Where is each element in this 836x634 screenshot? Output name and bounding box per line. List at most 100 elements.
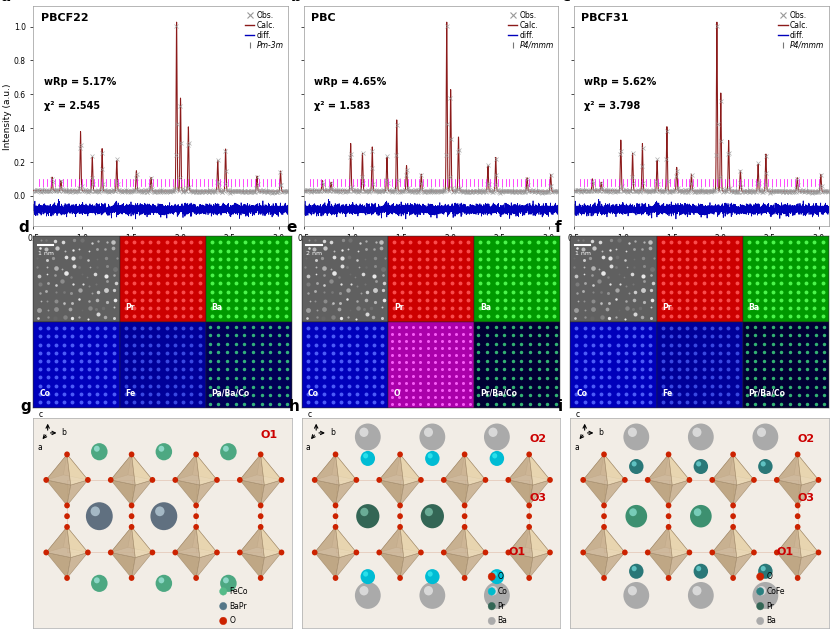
Polygon shape bbox=[131, 552, 152, 578]
Text: Ba: Ba bbox=[747, 303, 759, 312]
Circle shape bbox=[526, 514, 532, 519]
Text: PBCF31: PBCF31 bbox=[581, 13, 628, 23]
Circle shape bbox=[312, 550, 317, 555]
Polygon shape bbox=[728, 455, 753, 480]
Circle shape bbox=[526, 575, 532, 581]
Polygon shape bbox=[400, 455, 421, 485]
Polygon shape bbox=[379, 527, 400, 552]
Circle shape bbox=[691, 427, 701, 437]
Bar bbox=[742, 322, 828, 408]
Polygon shape bbox=[379, 552, 403, 578]
Circle shape bbox=[756, 602, 763, 610]
Polygon shape bbox=[776, 455, 797, 480]
Polygon shape bbox=[464, 455, 485, 485]
Polygon shape bbox=[240, 527, 260, 552]
Circle shape bbox=[397, 451, 402, 457]
Circle shape bbox=[687, 424, 713, 450]
Circle shape bbox=[756, 586, 765, 595]
Circle shape bbox=[158, 446, 164, 452]
Circle shape bbox=[488, 427, 497, 437]
Legend: Obs., Calc., diff., P4/mmm: Obs., Calc., diff., P4/mmm bbox=[777, 10, 823, 51]
Polygon shape bbox=[110, 455, 131, 480]
Circle shape bbox=[441, 550, 446, 555]
Circle shape bbox=[729, 524, 735, 530]
Polygon shape bbox=[583, 552, 607, 578]
Polygon shape bbox=[464, 527, 485, 557]
Circle shape bbox=[397, 524, 402, 530]
Circle shape bbox=[91, 575, 108, 592]
Circle shape bbox=[129, 503, 135, 508]
Bar bbox=[206, 236, 291, 322]
Polygon shape bbox=[776, 455, 800, 485]
Circle shape bbox=[689, 505, 711, 527]
Text: O: O bbox=[765, 572, 771, 581]
Polygon shape bbox=[797, 480, 818, 505]
Polygon shape bbox=[604, 455, 624, 485]
Circle shape bbox=[219, 617, 227, 624]
Text: Pr: Pr bbox=[497, 602, 505, 611]
Circle shape bbox=[483, 424, 509, 450]
Polygon shape bbox=[46, 455, 67, 480]
Polygon shape bbox=[396, 455, 421, 480]
Circle shape bbox=[644, 477, 650, 483]
Circle shape bbox=[600, 451, 606, 457]
Polygon shape bbox=[314, 527, 339, 557]
Polygon shape bbox=[668, 552, 689, 578]
Polygon shape bbox=[711, 527, 732, 552]
Text: O: O bbox=[394, 389, 400, 398]
Circle shape bbox=[193, 524, 199, 530]
Polygon shape bbox=[175, 455, 196, 480]
Circle shape bbox=[757, 459, 772, 474]
Circle shape bbox=[363, 571, 368, 577]
Circle shape bbox=[419, 582, 445, 609]
Polygon shape bbox=[776, 527, 800, 557]
Bar bbox=[473, 322, 559, 408]
Circle shape bbox=[815, 550, 820, 555]
Polygon shape bbox=[443, 480, 467, 505]
Text: χ² = 2.545: χ² = 2.545 bbox=[43, 101, 99, 111]
Circle shape bbox=[278, 550, 284, 555]
Circle shape bbox=[693, 459, 707, 474]
Circle shape bbox=[150, 502, 177, 530]
Circle shape bbox=[150, 477, 155, 483]
Circle shape bbox=[505, 550, 511, 555]
Circle shape bbox=[756, 588, 763, 595]
Polygon shape bbox=[461, 527, 485, 552]
Text: Co: Co bbox=[576, 389, 587, 398]
Circle shape bbox=[158, 578, 164, 583]
Polygon shape bbox=[379, 480, 403, 505]
Circle shape bbox=[815, 477, 820, 483]
Text: d: d bbox=[18, 219, 28, 235]
Text: Ba: Ba bbox=[497, 616, 507, 626]
Text: Pr: Pr bbox=[394, 303, 403, 312]
Polygon shape bbox=[443, 455, 464, 480]
Circle shape bbox=[600, 575, 606, 581]
Circle shape bbox=[172, 550, 178, 555]
Circle shape bbox=[418, 477, 423, 483]
Circle shape bbox=[219, 602, 227, 610]
Polygon shape bbox=[647, 480, 671, 505]
Circle shape bbox=[332, 451, 338, 457]
Circle shape bbox=[492, 571, 497, 577]
Polygon shape bbox=[583, 527, 607, 557]
Circle shape bbox=[419, 424, 445, 450]
Circle shape bbox=[64, 503, 69, 508]
Circle shape bbox=[489, 569, 503, 584]
Text: O2: O2 bbox=[797, 434, 813, 444]
Circle shape bbox=[756, 427, 765, 437]
Circle shape bbox=[600, 503, 606, 508]
Polygon shape bbox=[314, 455, 335, 480]
Circle shape bbox=[627, 586, 636, 595]
Circle shape bbox=[693, 564, 707, 579]
Circle shape bbox=[526, 503, 532, 508]
Circle shape bbox=[155, 443, 172, 460]
Text: BaPr: BaPr bbox=[229, 602, 247, 611]
Polygon shape bbox=[175, 552, 200, 578]
Polygon shape bbox=[599, 455, 624, 480]
Circle shape bbox=[579, 477, 585, 483]
Circle shape bbox=[709, 550, 714, 555]
Circle shape bbox=[425, 451, 439, 466]
Circle shape bbox=[332, 514, 338, 519]
Circle shape bbox=[155, 575, 172, 592]
Circle shape bbox=[441, 477, 446, 483]
